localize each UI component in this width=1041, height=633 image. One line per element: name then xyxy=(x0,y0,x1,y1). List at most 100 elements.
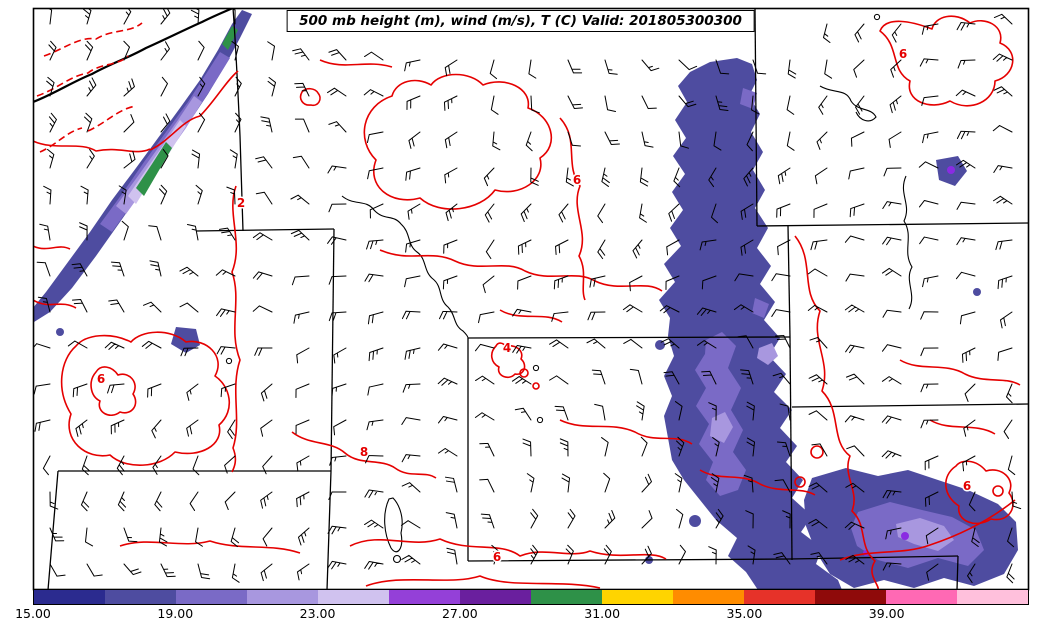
station-marker xyxy=(225,357,233,365)
wind-barb xyxy=(402,383,421,393)
wind-barb xyxy=(678,131,690,149)
wind-barb xyxy=(293,311,310,324)
wind-barb xyxy=(855,95,865,115)
wind-barb xyxy=(673,167,681,188)
wind-barb xyxy=(404,59,421,72)
wind-barb xyxy=(180,347,199,357)
wind-barb xyxy=(919,236,939,245)
wind-barb xyxy=(404,347,421,360)
wind-barb xyxy=(517,239,532,255)
wind-barb xyxy=(567,508,576,529)
wind-barb xyxy=(845,554,865,565)
wind-barb xyxy=(123,150,136,169)
contour-labels-layer: 2 4 6 6 6 6 6 8 xyxy=(95,46,972,566)
wind-barb xyxy=(479,442,495,457)
temp-contour xyxy=(363,73,552,210)
wind-barb xyxy=(400,520,421,529)
wind-barb xyxy=(197,563,211,580)
wind-barb xyxy=(230,527,240,548)
wind-barb xyxy=(587,311,606,321)
wind-barb xyxy=(189,491,199,511)
wind-barb xyxy=(327,236,347,245)
wind-barb xyxy=(160,76,168,97)
wind-barb xyxy=(891,23,902,43)
wind-barb xyxy=(444,59,458,77)
wind-barb xyxy=(327,165,347,174)
wind-barb xyxy=(224,455,236,474)
wind-barb xyxy=(813,203,828,218)
wind-barb xyxy=(71,299,88,313)
wind-barb xyxy=(197,112,206,133)
station-markers xyxy=(225,13,881,424)
shaded-band-east-mid xyxy=(695,332,746,496)
wind-barb xyxy=(641,545,652,565)
wind-barb xyxy=(715,59,730,75)
wind-barb xyxy=(824,59,833,79)
wind-barb xyxy=(186,419,199,437)
wind-barb xyxy=(925,527,939,545)
wind-barb xyxy=(442,275,458,290)
wind-barb xyxy=(219,227,236,241)
wind-barb xyxy=(708,167,717,188)
wind-barb xyxy=(479,478,495,493)
contour-label: 2 xyxy=(237,196,245,210)
wind-barb xyxy=(401,454,421,463)
wind-barb xyxy=(160,563,176,578)
wind-barb xyxy=(216,308,236,317)
wind-barb xyxy=(992,53,1013,62)
wind-barb xyxy=(993,195,1013,205)
wind-barb xyxy=(401,554,421,565)
wind-barb xyxy=(811,443,828,457)
wind-barb xyxy=(743,474,754,493)
temp-contour xyxy=(379,249,663,292)
wind-barb xyxy=(438,310,458,320)
temp-contour xyxy=(794,476,806,488)
wind-barb xyxy=(406,95,421,111)
wind-barb xyxy=(597,203,606,224)
shaded-dot xyxy=(689,515,701,527)
colorbar-tick-label: 27.00 xyxy=(441,606,478,621)
wind-barb xyxy=(116,455,125,476)
wind-barb xyxy=(43,185,52,205)
wind-barb xyxy=(152,455,162,475)
temp-contour xyxy=(299,87,321,107)
wind-barb xyxy=(918,161,939,169)
wind-barb xyxy=(71,263,88,277)
wind-barb xyxy=(639,203,647,223)
wind-barb xyxy=(993,86,1013,97)
wind-barb xyxy=(33,383,51,395)
wind-barb xyxy=(807,304,828,313)
wind-barb xyxy=(67,340,88,349)
wind-barb xyxy=(482,275,495,294)
wind-barb xyxy=(72,383,88,398)
wind-barb xyxy=(678,544,686,565)
wind-barb xyxy=(260,419,273,437)
colorbar-tick-label: 39.00 xyxy=(868,606,905,621)
wind-barb xyxy=(490,95,499,115)
wind-barb xyxy=(231,563,240,583)
wind-barb xyxy=(604,59,618,75)
wind-barb xyxy=(589,275,606,288)
wind-barb xyxy=(881,267,902,277)
wind-barb xyxy=(715,95,729,111)
wind-barb xyxy=(844,304,865,313)
wind-barb xyxy=(437,343,458,351)
wind-barb xyxy=(227,419,236,440)
wind-barb xyxy=(808,482,828,493)
wind-barb xyxy=(924,455,939,471)
wind-barb xyxy=(296,563,310,581)
plot-title: 500 mb height (m), wind (m/s), T (C) Val… xyxy=(299,13,742,29)
shaded-dot xyxy=(56,328,64,336)
wind-barb xyxy=(641,510,653,529)
temp-contour-negative xyxy=(39,127,83,153)
wind-barb xyxy=(34,419,51,432)
contour-label: 6 xyxy=(963,479,971,493)
wind-barb xyxy=(404,275,421,288)
wind-barb xyxy=(675,508,684,529)
wind-barb xyxy=(445,512,458,529)
wind-barb xyxy=(715,508,724,529)
colorbar-tick-label: 15.00 xyxy=(15,606,51,621)
wind-barb xyxy=(786,131,795,151)
wind-barb xyxy=(528,59,537,79)
colorbar-segment xyxy=(318,590,389,604)
